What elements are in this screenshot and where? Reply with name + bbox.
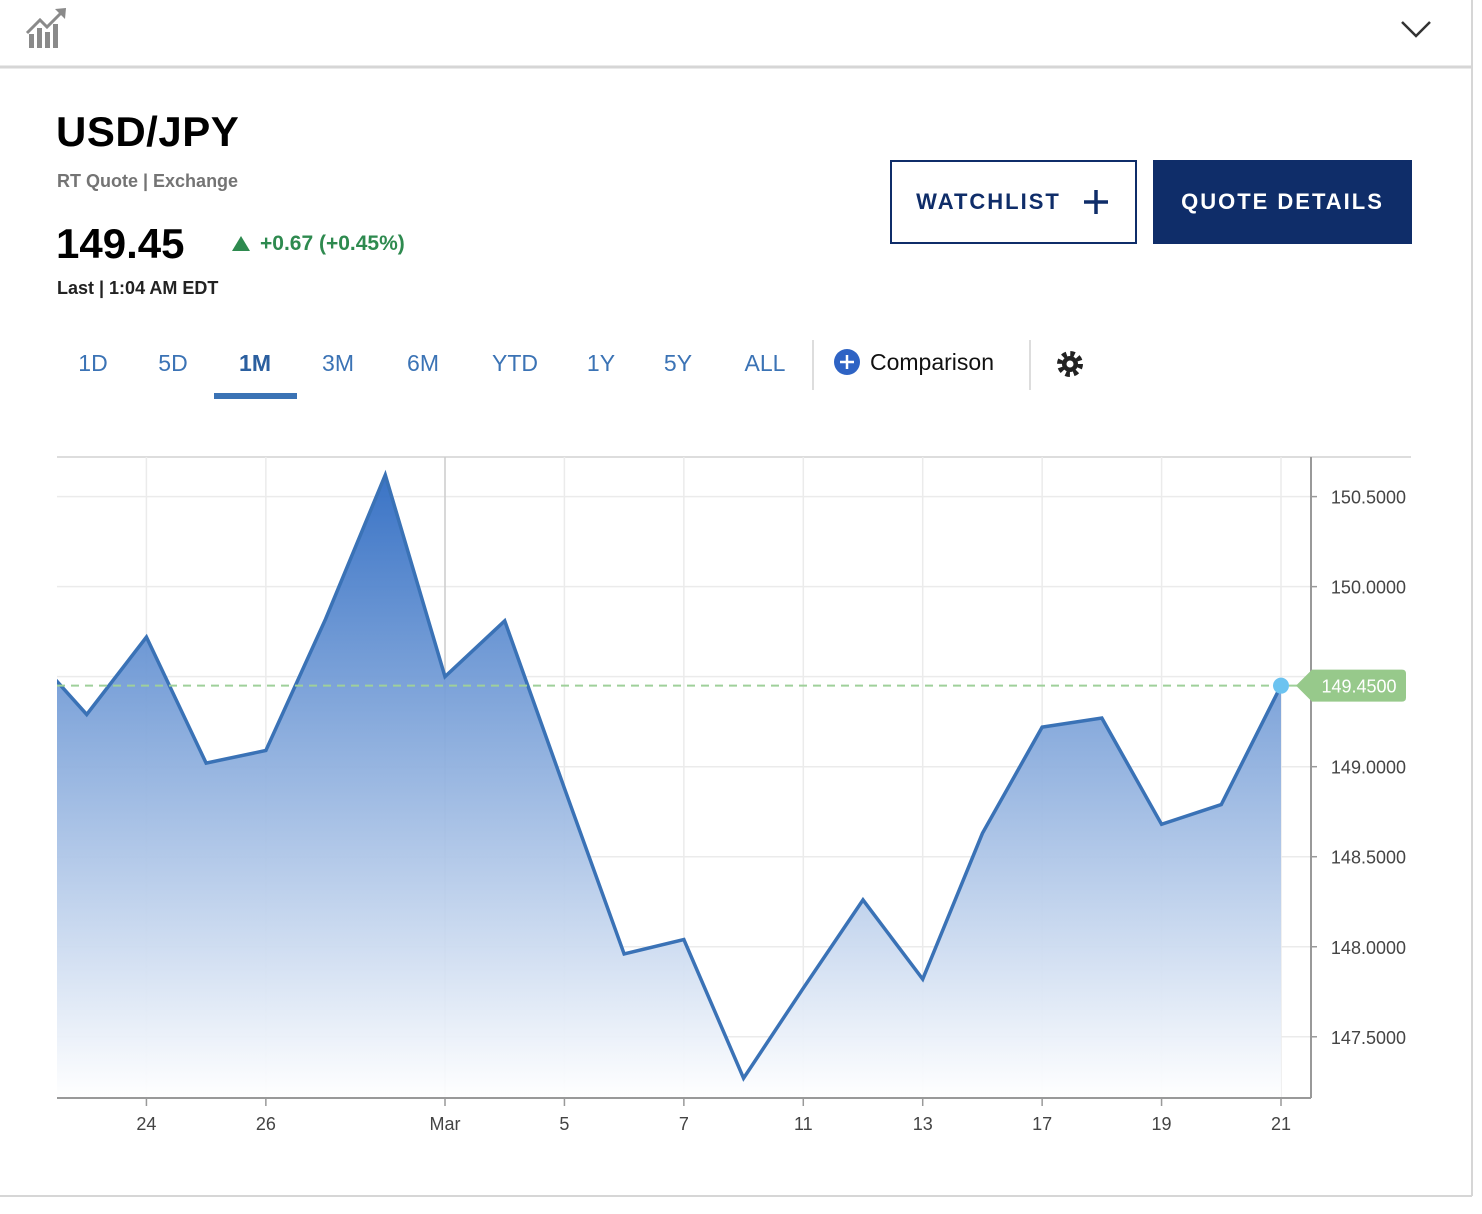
button-label: QUOTE DETAILS	[1181, 189, 1384, 214]
plot	[57, 469, 1283, 1098]
y-tick-label: 150.5000	[1331, 488, 1406, 508]
chart-type-icon[interactable]	[25, 8, 66, 48]
comparison-icon[interactable]	[834, 349, 860, 375]
x-tick-label: 17	[1032, 1114, 1052, 1134]
collapse-chevron[interactable]	[1401, 21, 1431, 38]
symbol-title: USD/JPY	[56, 108, 240, 155]
x-tick-label: 19	[1152, 1114, 1172, 1134]
range-tab[interactable]: 1Y	[586, 350, 616, 376]
range-tab[interactable]: ALL	[744, 350, 786, 376]
up-arrow	[232, 236, 250, 251]
last-price-tag	[1296, 669, 1406, 702]
active-tab-underline	[214, 393, 297, 399]
range-tab[interactable]: 5D	[158, 350, 188, 376]
price-line	[57, 469, 1283, 1082]
price: 149.45	[56, 220, 185, 267]
y-tick-label: 150.0000	[1331, 578, 1406, 598]
range-tab[interactable]: 1M	[239, 350, 271, 376]
range-tab[interactable]: 6M	[407, 350, 439, 376]
y-tick-label: 147.5000	[1331, 1028, 1406, 1048]
price-change: +0.67 (+0.45%)	[260, 232, 405, 255]
y-tick-label: 148.0000	[1331, 938, 1406, 958]
x-tick-label: 24	[136, 1114, 156, 1134]
plus-icon	[1083, 190, 1108, 214]
range-tab[interactable]: 3M	[322, 350, 354, 376]
watchlist-button[interactable]: WATCHLIST	[890, 160, 1137, 244]
last-time: Last | 1:04 AM EDT	[57, 278, 219, 298]
area-fill	[57, 475, 1281, 1098]
button-label: WATCHLIST	[916, 189, 1061, 214]
x-tick-label: 13	[913, 1114, 933, 1134]
comparison-button[interactable]: Comparison	[870, 349, 994, 375]
y-tick-label: 148.5000	[1331, 848, 1406, 868]
range-tab[interactable]: 1D	[78, 350, 108, 376]
last-point	[1273, 677, 1289, 694]
x-tick-label: 26	[256, 1114, 276, 1134]
x-tick-label: 7	[679, 1114, 689, 1134]
last-price-label: 149.4500	[1321, 677, 1396, 697]
quote-source: RT Quote | Exchange	[57, 171, 239, 191]
range-tab[interactable]: YTD	[492, 350, 538, 376]
quote-details-button[interactable]: QUOTE DETAILS	[1153, 160, 1412, 244]
x-tick-label: Mar	[430, 1114, 461, 1134]
x-tick-label: 11	[794, 1114, 813, 1134]
settings-gear[interactable]	[1057, 351, 1083, 377]
y-tick-label: 149.0000	[1331, 758, 1406, 778]
x-tick-label: 5	[559, 1114, 569, 1134]
range-tab[interactable]: 5Y	[663, 350, 693, 376]
x-tick-label: 21	[1271, 1114, 1291, 1134]
